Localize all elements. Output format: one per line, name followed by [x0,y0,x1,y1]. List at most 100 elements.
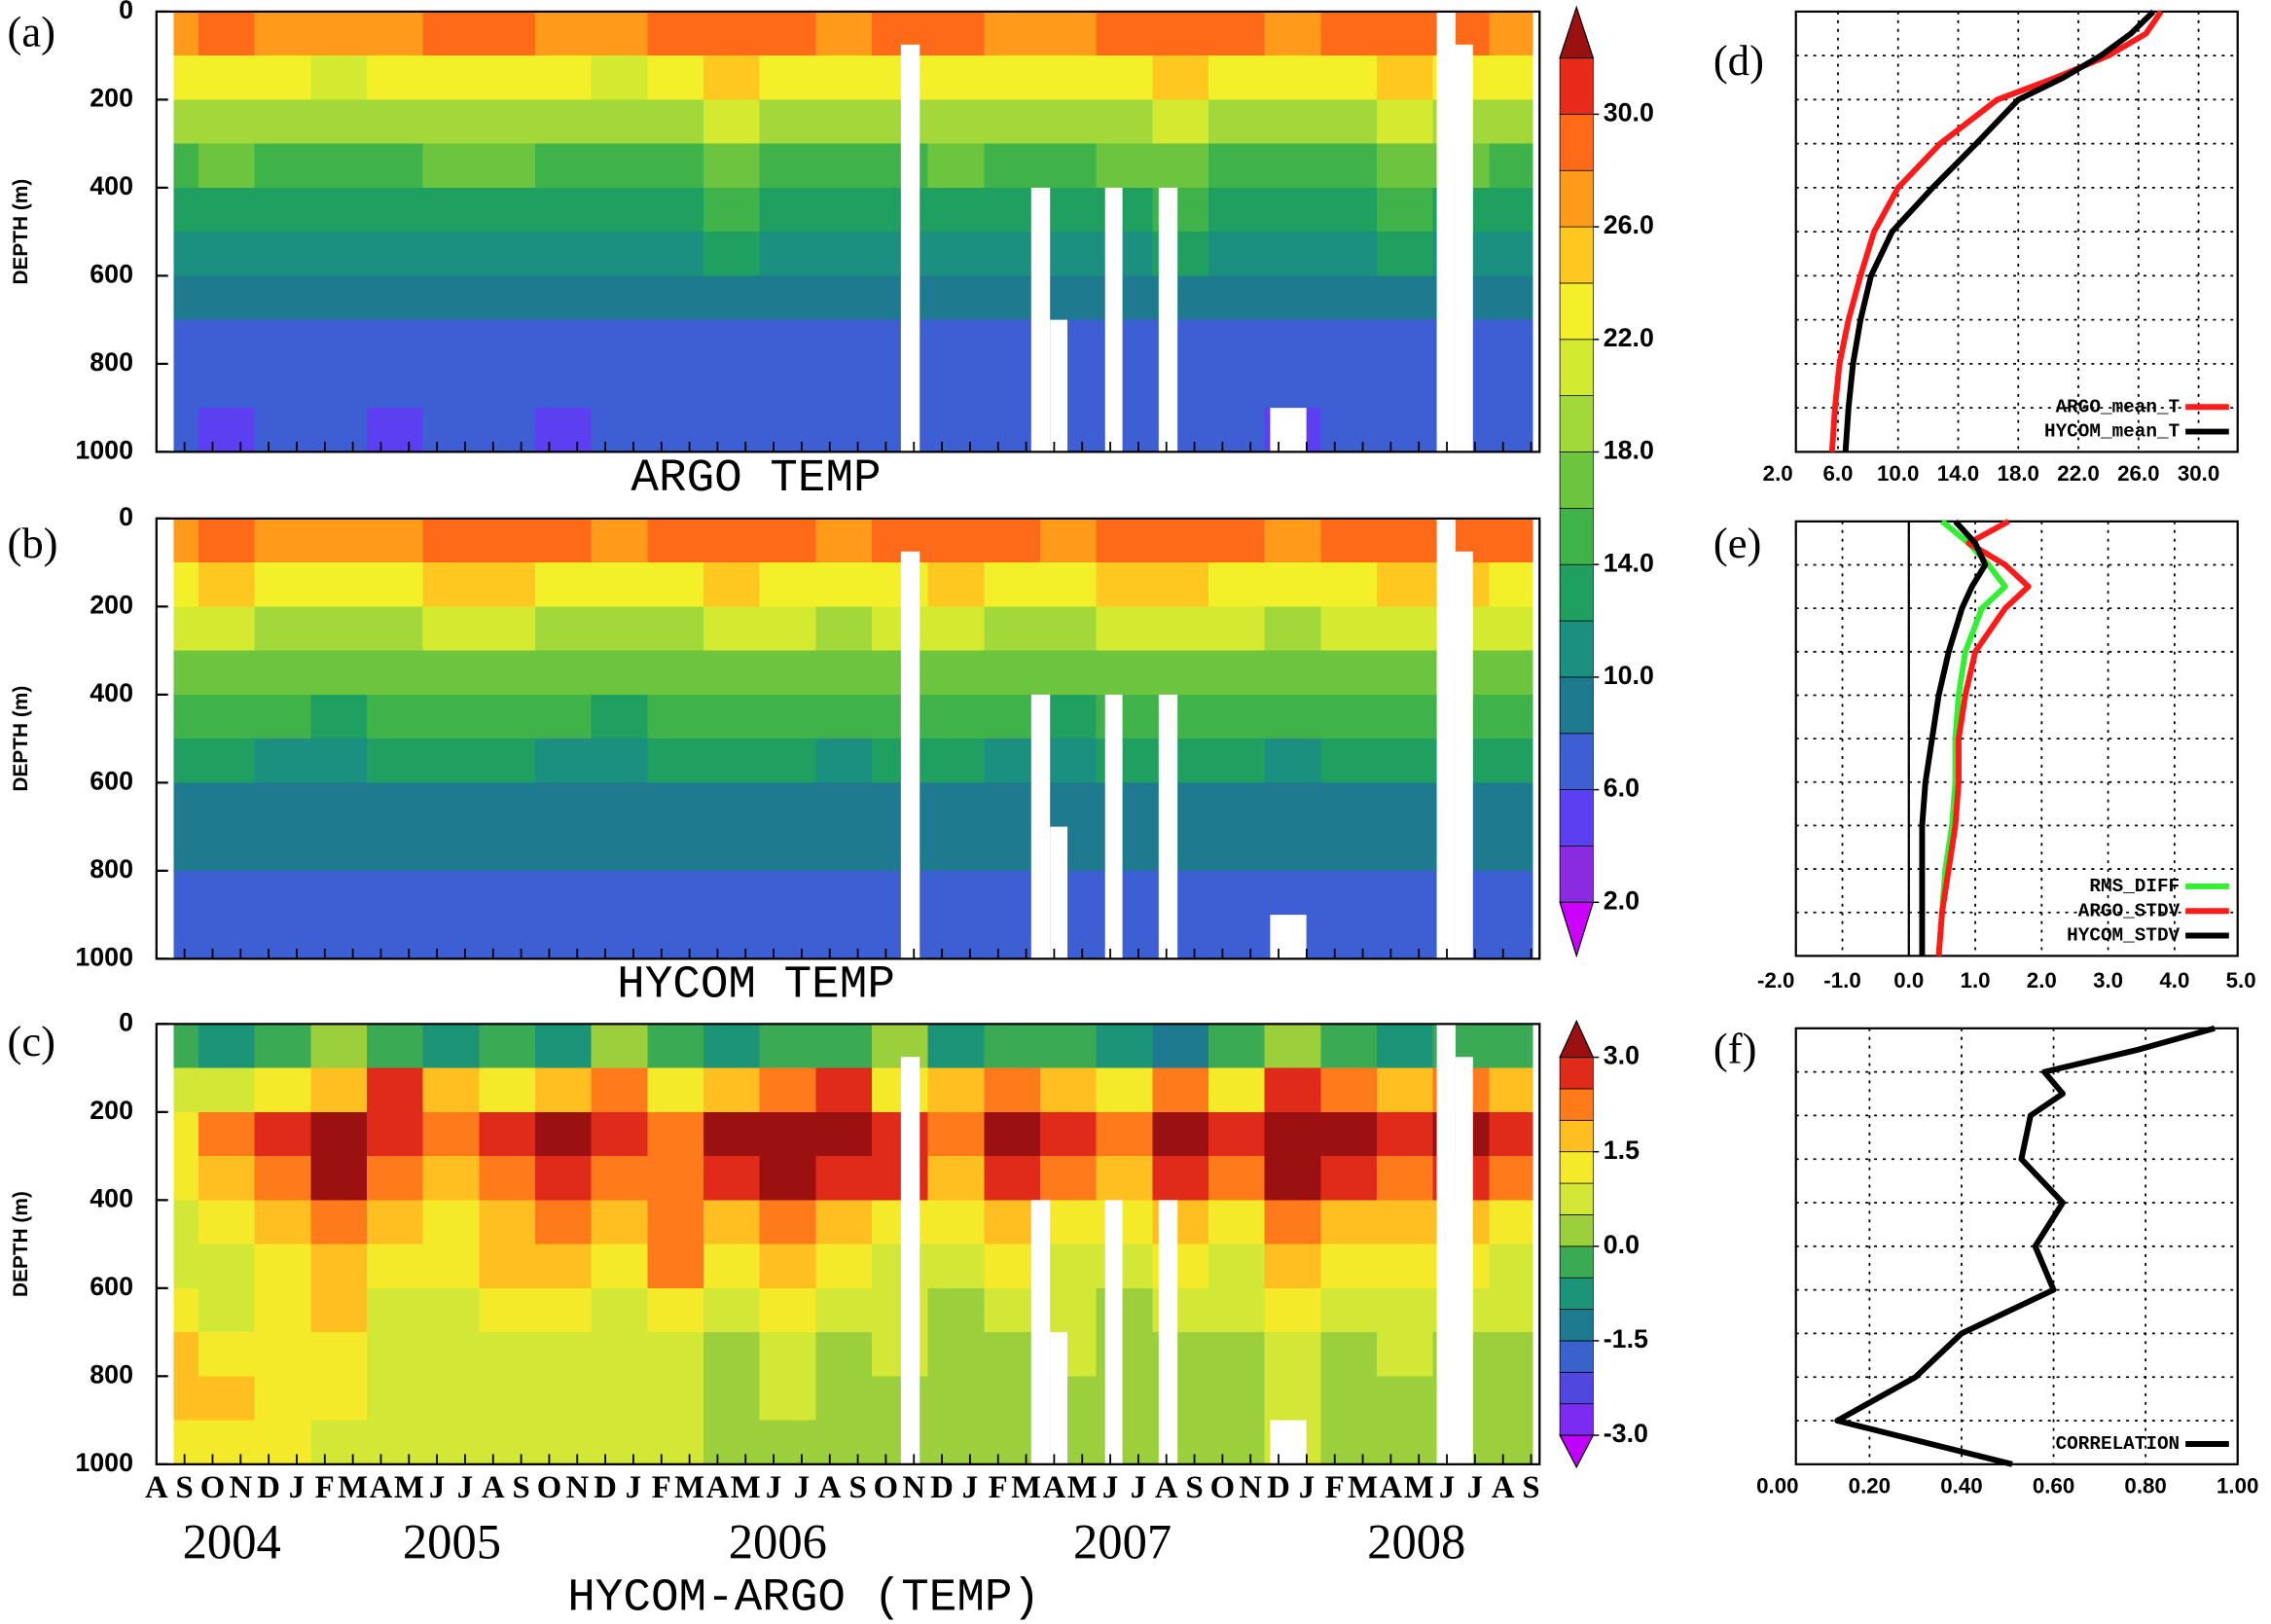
contour-cell [310,1244,368,1289]
contour-cell [1096,11,1154,57]
contour-cell [759,55,817,101]
colorbar-segment [1559,114,1594,171]
contour-cell [367,606,424,652]
contour-field [173,11,1533,453]
contour-cell [367,11,424,57]
contour-cell [310,782,368,828]
contour-cell [759,319,817,365]
contour-cell [422,11,481,57]
colorbar-segment [1559,57,1594,115]
contour-cell [647,826,704,872]
contour-cell [759,275,817,321]
contour-cell [1039,650,1098,696]
contour-cell [173,1156,199,1202]
contour-cell [647,363,704,410]
contour-cell [254,915,312,960]
contour-cell [1208,518,1266,564]
contour-cell [173,562,199,608]
contour-cell [871,518,929,564]
missing-data [1455,44,1473,452]
contour-cell [1208,319,1266,365]
contour-cell [479,826,536,872]
contour-cell [1208,606,1266,652]
contour-cell [1320,232,1378,277]
missing-data [900,44,920,452]
contour-cell [422,1332,481,1378]
y-tick-label: 0 [119,502,133,531]
contour-cell [591,319,649,365]
contour-cell [703,363,761,410]
contour-cell [1208,650,1266,696]
x-tick-label: 30.0 [2178,461,2219,486]
colorbar-segment [1559,733,1594,790]
contour-cell [479,782,536,828]
contour-cell [927,826,986,872]
contour-cell [759,650,817,696]
contour-cell [1489,518,1533,564]
contour-cell [198,915,256,960]
contour-cell [759,143,817,189]
y-tick-label: 0 [119,0,133,24]
colorbar-label: 30.0 [1604,97,1654,126]
contour-cell [1376,1024,1434,1069]
contour-cell [703,606,761,652]
contour-cell [1264,826,1322,872]
contour-cell [367,99,424,145]
contour-cell [1264,1156,1322,1202]
contour-cell [1096,739,1154,784]
contour-cell [1039,99,1098,145]
month-label: J [794,1470,810,1505]
month-label: A [1492,1470,1515,1505]
contour-cell [198,408,256,453]
profile-line [1919,519,1989,956]
panel-label: (a) [7,7,55,55]
contour-cell [1264,1287,1322,1333]
contour-cell [1489,143,1533,189]
contour-cell [871,275,929,321]
profile-line [1842,9,2156,452]
contour-cell [479,275,536,321]
contour-cell [927,187,986,234]
contour-cell [367,1067,424,1113]
contour-cell [703,1287,761,1333]
month-label: D [930,1470,954,1505]
month-label: J [962,1470,978,1505]
contour-cell [1264,232,1322,277]
contour-cell [1096,319,1154,365]
contour-cell [479,870,536,916]
contour-cell [703,187,761,234]
contour-cell [422,562,481,608]
month-label: A [1380,1470,1403,1505]
contour-cell [871,1244,929,1289]
colorbar-segment [1559,395,1594,452]
contour-cell [1320,319,1378,365]
contour-cell [1096,1067,1154,1113]
plot-frame [1794,10,2239,453]
y-tick-label: 600 [90,259,133,288]
contour-cell [703,232,761,277]
contour-cell [1208,915,1266,960]
contour-cell [535,363,593,410]
contour-cell [535,1156,593,1202]
legend-label: CORRELATION [2056,1433,2181,1455]
y-tick-label: 1000 [75,1448,133,1477]
contour-cell [591,1376,649,1422]
contour-cell [1320,275,1378,321]
colorbar-segment [1559,1182,1594,1215]
contour-cell [815,1376,873,1422]
contour-cell [815,232,873,277]
y-tick-label: 800 [90,347,133,377]
contour-cell [198,319,256,365]
contour-cell [927,275,986,321]
colorbar-label: 3.0 [1604,1041,1640,1070]
contour-cell [310,1200,368,1245]
contour-cell [871,694,929,740]
contour-cell [173,870,199,916]
colorbar-segment [1559,1214,1594,1247]
contour-cell [703,1376,761,1422]
contour-cell [198,1067,256,1113]
contour-cell [173,232,199,277]
contour-cell [367,363,424,410]
contour-cell [479,1244,536,1289]
contour-cell [367,408,424,453]
